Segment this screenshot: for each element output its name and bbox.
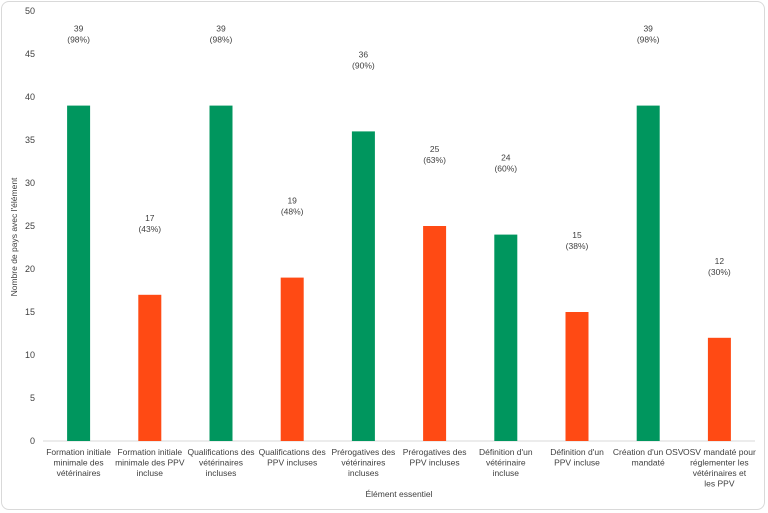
data-label-value: 25 [430,144,440,154]
data-label-percent: (98%) [637,35,660,45]
data-label-percent: (30%) [708,267,731,277]
data-label-percent: (98%) [67,35,90,45]
y-tick-label: 20 [25,264,35,274]
y-tick-label: 35 [25,135,35,145]
data-label-value: 24 [501,153,511,163]
bar [565,312,589,441]
data-label-percent: (38%) [566,241,589,251]
y-tick-label: 0 [30,436,35,446]
category-label: Prérogatives des vétérinaires incluses [332,447,396,478]
data-label-percent: (98%) [210,35,233,45]
y-tick-label: 5 [30,393,35,403]
category-label: Formation initiale minimale des PPV inclus… [115,447,185,478]
bar [423,226,447,441]
data-label-value: 15 [572,230,582,240]
y-tick-label: 50 [25,6,35,16]
y-tick-label: 45 [25,49,35,59]
category-label: Prérogatives des PPV incluses [403,447,467,468]
data-label-value: 36 [359,49,369,59]
y-tick-label: 15 [25,307,35,317]
bar [209,105,233,441]
data-label-percent: (48%) [281,207,304,217]
data-label-value: 12 [715,256,725,266]
bar [280,277,304,441]
category-label: Qualifications des PPV incluses [259,447,326,468]
bar [707,337,731,441]
category-label: OSV mandaté pour réglementer les vétérinai… [683,447,756,489]
data-label-percent: (60%) [494,164,517,174]
data-label-percent: (63%) [423,155,446,165]
category-label: Création d'un OSV mandaté [613,447,684,468]
y-tick-label: 30 [25,178,35,188]
bar [636,105,660,441]
category-label: Définition d'un PPV incluse [550,447,604,468]
bar [67,105,91,441]
category-label: Formation initiale minimale des vétérinair… [46,447,111,478]
data-label-value: 39 [216,24,226,34]
data-label-value: 19 [287,196,297,206]
bar [351,131,375,441]
data-label-percent: (43%) [138,224,161,234]
bar [138,294,162,441]
y-tick-label: 25 [25,221,35,231]
y-axis-title: Nombre de pays avec l'élément [9,177,19,296]
data-label-value: 17 [145,213,155,223]
y-tick-label: 10 [25,350,35,360]
bar [494,234,518,441]
data-label-value: 39 [643,24,653,34]
data-label-percent: (90%) [352,60,375,70]
category-label: Définition d'un vétérinaire incluse [479,447,533,478]
data-label-value: 39 [74,24,84,34]
category-label: Qualifications des vétérinaires incluses [187,447,254,478]
y-tick-label: 40 [25,92,35,102]
x-axis-title: Élément essentiel [365,489,432,499]
